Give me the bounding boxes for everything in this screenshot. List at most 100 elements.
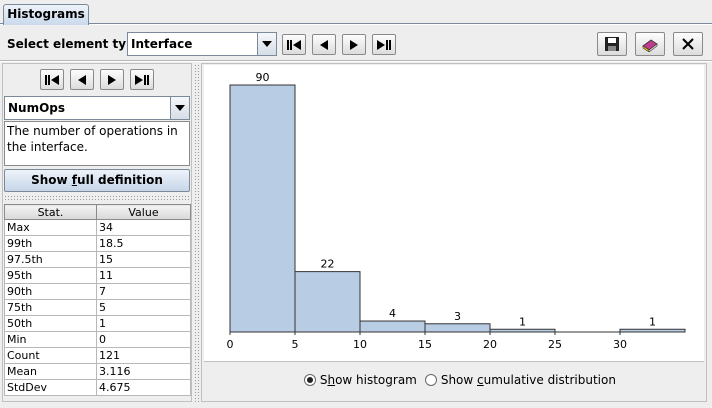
cum-text-1: Show [440,373,478,387]
next-icon [350,39,358,50]
column-header-stat[interactable]: Stat. [4,204,97,220]
x-tick-label: 25 [548,338,562,351]
first-metric-button[interactable] [40,69,64,90]
show-def-text-1: Show [31,173,72,187]
display-mode-options: Show histogram Show cumulative distribut… [204,361,704,399]
next-metric-button[interactable] [100,69,124,90]
histogram-bar [294,271,361,333]
table-row[interactable]: 99th 18.5 [4,235,191,252]
table-row[interactable]: 97.5th 15 [4,251,191,268]
metric-select[interactable]: NumOps [4,96,190,120]
stat-value-cell: 3.116 [96,363,191,380]
element-type-select[interactable]: Interface [127,32,277,56]
radio-selected-icon[interactable] [304,374,316,386]
next-element-button[interactable] [342,34,366,55]
histogram-area: 90 22 4 3 1 1 0 5 10 15 20 25 30 [204,65,704,361]
hist-text-1: S [319,373,328,387]
stat-name-cell: 75th [4,299,97,316]
histogram-bar [424,323,491,333]
stat-name-cell: 99th [4,235,97,252]
table-row[interactable]: 95th 11 [4,267,191,284]
previous-element-button[interactable] [312,34,336,55]
chevron-down-icon[interactable] [257,33,276,55]
previous-icon [320,39,328,50]
vertical-splitter[interactable] [194,64,200,402]
floppy-disk-icon [605,37,619,51]
previous-icon [78,74,86,85]
first-element-button[interactable] [282,34,306,55]
stat-value-cell: 11 [96,267,191,284]
table-row[interactable]: Mean 3.116 [4,363,191,380]
stat-value-cell: 4.675 [96,379,191,396]
stats-header-row: Stat. Value [4,204,191,220]
radio-unselected-icon[interactable] [425,374,437,386]
next-icon [108,74,116,85]
previous-metric-button[interactable] [70,69,94,90]
table-row[interactable]: Count 121 [4,347,191,364]
chart-panel [201,63,707,402]
splitter-handle[interactable] [4,195,190,201]
book-icon [642,39,658,52]
stat-name-cell: StdDev [4,379,97,396]
save-button[interactable] [597,32,627,56]
stat-name-cell: 50th [4,315,97,332]
last-metric-button[interactable] [130,69,154,90]
table-row[interactable]: Max 34 [4,219,191,236]
close-icon [682,38,694,50]
show-def-mnemonic: f [71,173,78,187]
element-type-value: Interface [131,37,193,51]
bar-count-label: 1 [649,315,656,328]
skip-last-icon [377,39,391,50]
stat-name-cell: Mean [4,363,97,380]
stat-value-cell: 121 [96,347,191,364]
show-histogram-option[interactable]: Show histogram [304,373,417,387]
last-element-button[interactable] [372,34,396,55]
table-row[interactable]: 50th 1 [4,315,191,332]
stat-name-cell: 97.5th [4,251,97,268]
stat-name-cell: 95th [4,267,97,284]
show-full-definition-button[interactable]: Show full definition [4,169,190,192]
table-row[interactable]: 90th 7 [4,283,191,300]
close-button[interactable] [673,32,703,56]
histogram-bar [359,320,426,333]
stat-name-cell: 90th [4,283,97,300]
x-tick-label: 20 [483,338,497,351]
table-row[interactable]: StdDev 4.675 [4,379,191,396]
stat-name-cell: Min [4,331,97,348]
help-button[interactable] [635,32,665,56]
skip-first-icon [287,39,301,50]
metric-select-value: NumOps [8,101,66,115]
left-panel [2,63,192,402]
x-tick-label: 30 [613,338,627,351]
column-header-value[interactable]: Value [96,204,191,220]
stat-name-cell: Count [4,347,97,364]
stat-value-cell: 7 [96,283,191,300]
histogram-bar [229,84,296,333]
stat-value-cell: 0 [96,331,191,348]
x-tick-label: 10 [353,338,367,351]
stat-value-cell: 34 [96,219,191,236]
stat-value-cell: 15 [96,251,191,268]
hist-mnemonic: h [327,373,336,387]
tab-underline [0,23,712,25]
bar-count-label: 90 [256,71,270,84]
table-row[interactable]: Min 0 [4,331,191,348]
stat-value-cell: 18.5 [96,235,191,252]
cum-mnemonic: c [477,373,484,387]
stats-table: Stat. Value Max 34 99th 18.5 97.5th 15 95th 11 9… [4,204,191,396]
cum-text-2: umulative distribution [483,373,616,387]
tab-histograms[interactable]: Histograms [3,4,89,25]
x-tick-label: 5 [292,338,299,351]
show-cumulative-option[interactable]: Show cumulative distribution [425,373,616,387]
bar-count-label: 22 [321,258,335,271]
stat-name-cell: Max [4,219,97,236]
select-element-type-label: Select element type [7,37,143,51]
bar-count-label: 1 [519,315,526,328]
chevron-down-icon[interactable] [170,97,189,119]
x-tick-label: 0 [227,338,234,351]
toolbar-separator [0,60,712,62]
bar-count-label: 4 [389,307,396,320]
table-row[interactable]: 75th 5 [4,299,191,316]
skip-first-icon [45,74,59,85]
